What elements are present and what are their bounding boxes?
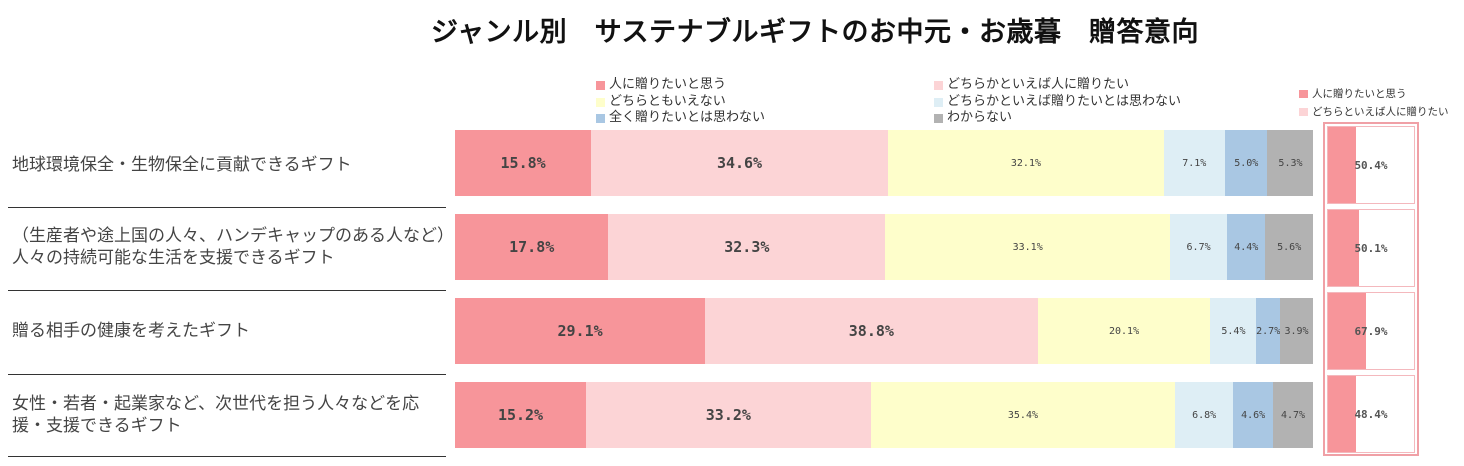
bar-segment: 6.8% (1174, 382, 1234, 448)
legend-swatch (596, 80, 605, 90)
bar-segment: 15.8% (455, 130, 592, 196)
legend-label: 人に贈りたいと思う (1312, 88, 1407, 100)
row-divider (8, 290, 446, 291)
bar-segment: 5.4% (1210, 298, 1257, 364)
bar-segment: 15.2% (455, 382, 587, 448)
bar-segment: 7.1% (1163, 130, 1226, 196)
legend-swatch (1299, 108, 1308, 116)
row-divider (8, 456, 446, 457)
positive-total-bar (1328, 210, 1359, 286)
bar-segment: 20.1% (1037, 298, 1211, 364)
chart-title: ジャンル別 サステナブルギフトのお中元・お歳暮 贈答意向 (430, 17, 1200, 48)
row-divider (8, 207, 446, 208)
positive-total-label: 48.4% (1354, 407, 1388, 421)
legend-label: 人に贈りたいと思う (609, 77, 727, 92)
row-divider (8, 374, 446, 375)
legend-item: どちらともいえない (596, 94, 726, 110)
bar-segment: 33.1% (885, 214, 1171, 280)
positive-total-label: 67.9% (1354, 324, 1388, 338)
legend-item: 全く贈りたいとは思わない (596, 110, 765, 126)
legend-swatch (596, 97, 605, 107)
bar-segment: 5.0% (1224, 130, 1268, 196)
category-label: 地球環境保全・生物保全に貢献できるギフト (12, 155, 352, 175)
positive-total-frame (1323, 122, 1419, 456)
bar-segment: 5.3% (1267, 130, 1314, 196)
legend-item: わからない (934, 110, 1012, 126)
bar-segment: 5.6% (1264, 214, 1314, 280)
legend-label: どちらかといえば人に贈りたい (947, 77, 1130, 92)
legend-swatch (1299, 90, 1308, 98)
bar-segment: 17.8% (455, 214, 609, 280)
positive-total-cell: 67.9% (1327, 292, 1415, 370)
positive-legend-item: 人に贈りたいと思う (1299, 86, 1407, 102)
legend-label: どちらかといえば贈りたいとは思わない (947, 94, 1182, 109)
bar-segment: 4.4% (1227, 214, 1266, 280)
bar-segment: 4.6% (1233, 382, 1274, 448)
bar-segment: 32.1% (887, 130, 1165, 196)
bar-segment: 3.9% (1279, 298, 1314, 364)
legend-item: 人に贈りたいと思う (596, 77, 726, 93)
positive-total-cell: 48.4% (1327, 375, 1415, 453)
legend-label: どちらといえば人に贈りたい (1312, 106, 1449, 118)
legend-swatch (596, 113, 605, 123)
bar-segment: 34.6% (590, 130, 889, 196)
bar-segment: 4.7% (1272, 382, 1314, 448)
category-label: 贈る相手の健康を考えたギフト (12, 321, 250, 341)
positive-legend-item: どちらといえば人に贈りたい (1299, 104, 1449, 120)
category-label: 女性・若者・起業家など、次世代を担う人々などを応援・支援できるギフト (12, 394, 420, 436)
positive-total-cell: 50.4% (1327, 126, 1415, 204)
legend-label: わからない (947, 110, 1013, 125)
bar-segment: 33.2% (585, 382, 872, 448)
legend-swatch (934, 80, 943, 90)
positive-total-bar (1328, 127, 1356, 203)
legend-label: 全く贈りたいとは思わない (609, 110, 766, 125)
bar-segment: 32.3% (607, 214, 886, 280)
positive-total-label: 50.4% (1354, 158, 1388, 172)
bar-segment: 35.4% (870, 382, 1176, 448)
positive-total-cell: 50.1% (1327, 209, 1415, 287)
legend-swatch (934, 97, 943, 107)
legend-label: どちらともいえない (609, 94, 726, 109)
legend-swatch (934, 113, 943, 123)
bar-segment: 2.7% (1256, 298, 1281, 364)
legend-item: どちらかといえば贈りたいとは思わない (934, 94, 1181, 110)
positive-total-label: 50.1% (1354, 241, 1388, 255)
bar-segment: 29.1% (455, 298, 706, 364)
positive-total-bar (1328, 376, 1356, 452)
bar-segment: 6.7% (1169, 214, 1228, 280)
positive-total-bar (1328, 293, 1366, 369)
legend-item: どちらかといえば人に贈りたい (934, 77, 1129, 93)
bar-segment: 38.8% (704, 298, 1039, 364)
category-label: （生産者や途上国の人々、ハンデキャップのある人など）人々の持続可能な生活を支援で… (12, 226, 446, 268)
